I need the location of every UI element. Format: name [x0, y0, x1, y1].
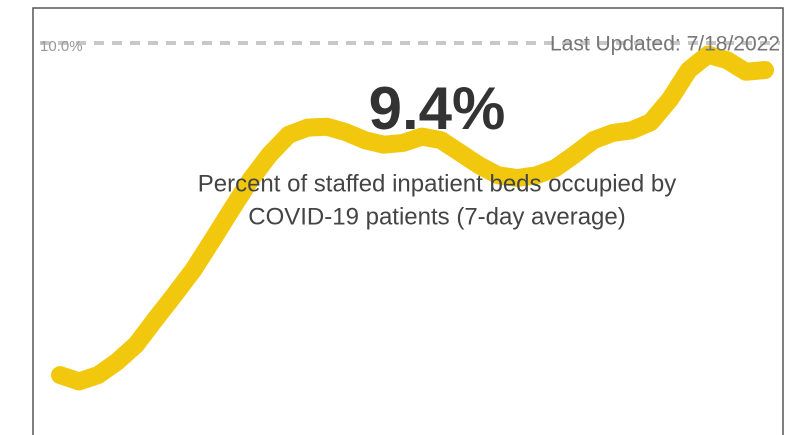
kpi-value: 9.4%	[369, 75, 506, 142]
card-border	[32, 7, 784, 435]
kpi-subtitle: COVID-19 patients (7-day average)	[248, 203, 626, 230]
last-updated: Last Updated: 7/18/2022	[550, 33, 780, 56]
reference-label: 10.0%	[40, 38, 83, 55]
kpi-subtitle: Percent of staffed inpatient beds occupi…	[198, 170, 677, 197]
sparkline	[51, 45, 774, 391]
